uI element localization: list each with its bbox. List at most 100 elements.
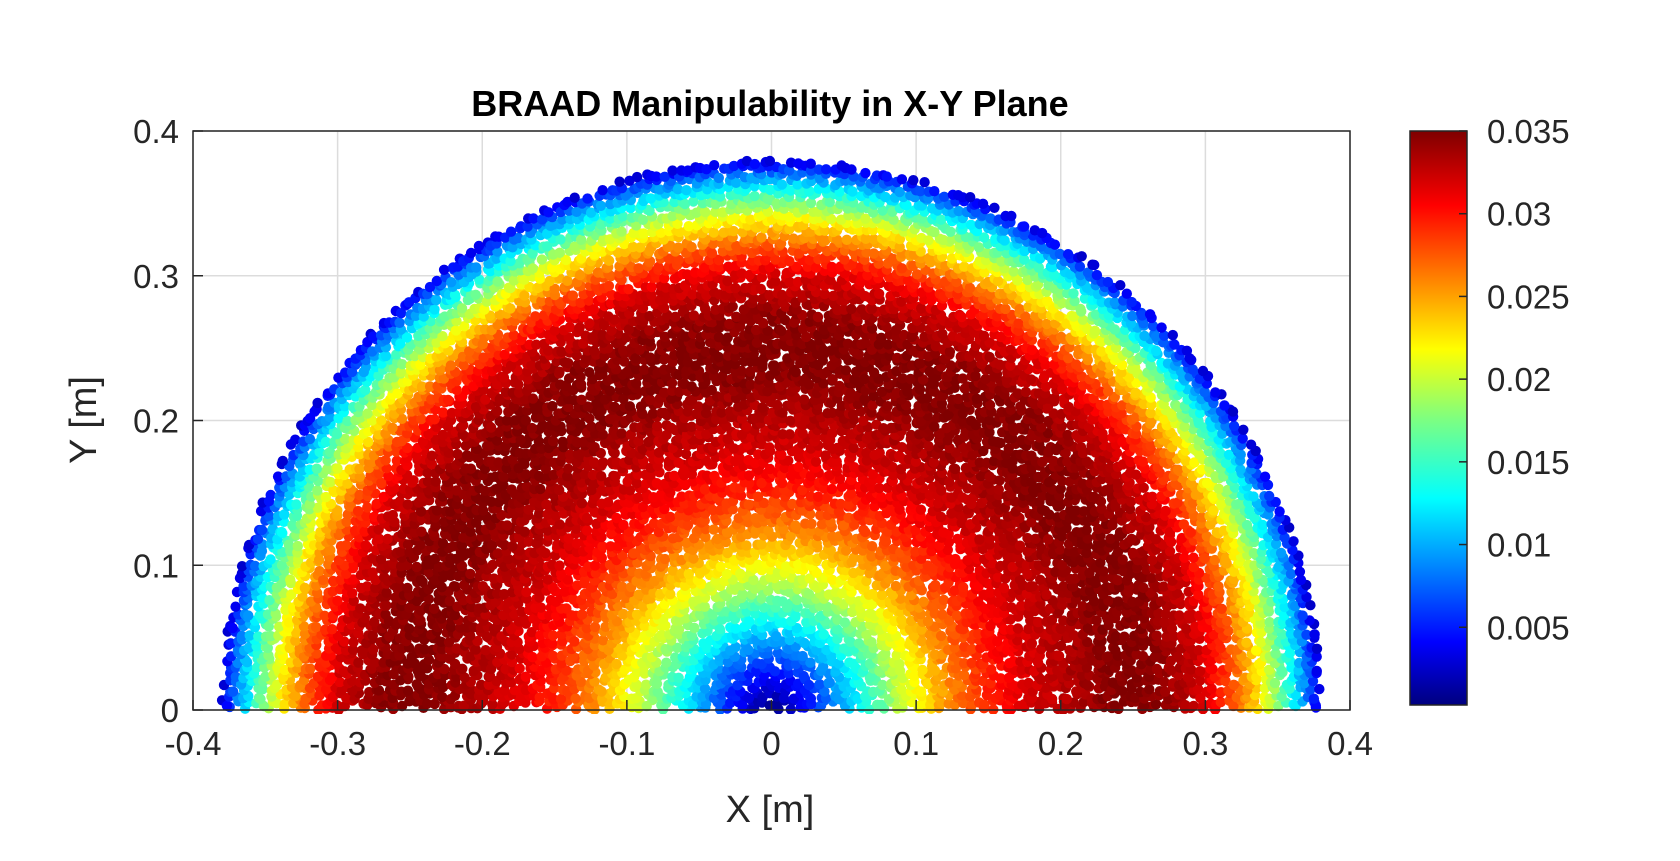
data-point [1228,700,1239,712]
data-point [411,561,422,573]
data-point [1151,663,1163,675]
data-point [661,657,672,668]
manipulability-scatter [216,155,1325,714]
data-point [803,589,815,600]
data-point [826,483,838,495]
data-point [465,568,476,580]
data-point [817,661,829,672]
data-point [589,621,601,633]
data-point [714,624,726,635]
data-point [1160,505,1171,517]
data-point [458,700,470,711]
data-point [450,581,461,592]
data-point [1269,677,1281,689]
data-point [887,666,898,677]
data-point [257,684,268,695]
data-point [346,675,358,687]
data-point [404,623,415,634]
data-point [715,561,726,572]
data-point [759,670,770,681]
data-point [805,693,817,704]
data-point [853,638,865,649]
data-point [1126,533,1137,545]
data-point [310,621,322,633]
data-point [1241,637,1252,648]
data-point [915,504,927,515]
data-point [950,553,961,565]
data-point [1293,665,1304,676]
data-point [957,582,969,593]
data-point [756,539,767,550]
data-point [1078,696,1090,708]
data-point [1188,700,1199,712]
data-point [230,601,241,612]
data-point [798,670,809,682]
data-point [611,658,622,670]
data-point [415,506,427,517]
data-point [382,533,393,545]
data-point [437,691,448,703]
data-point [569,636,580,647]
data-point [1026,638,1038,649]
data-point [260,671,271,682]
data-point [1194,666,1206,677]
data-point [1257,519,1268,531]
data-point [1263,664,1275,675]
data-point [243,610,254,621]
data-point [611,512,622,524]
data-point [935,630,947,642]
data-point [876,492,887,503]
data-point [1309,629,1320,640]
data-point [1112,575,1123,586]
data-point [290,690,301,702]
data-point [771,631,782,642]
data-point [1174,610,1185,621]
data-point [520,671,531,682]
data-point [877,679,888,691]
data-point [1016,664,1027,676]
data-point [221,700,233,711]
data-point [279,664,290,676]
data-point [570,693,581,704]
data-point [1109,700,1120,711]
data-point [429,698,440,710]
data-point [276,526,287,538]
data-point [369,657,380,668]
data-point [444,595,455,607]
data-point [387,509,398,521]
data-point [665,589,676,600]
data-point [1138,482,1149,493]
data-point [1213,581,1224,592]
data-point [1110,645,1121,656]
data-point [699,683,711,694]
data-point [1276,665,1287,676]
data-point [915,686,927,697]
data-point [1215,696,1227,708]
data-point [1076,670,1088,681]
data-point [589,676,600,687]
data-point [918,596,929,607]
data-point [339,700,350,712]
data-point [938,594,949,606]
data-point [1150,699,1162,710]
data-point [616,581,628,592]
data-point [1185,527,1197,538]
data-point [415,574,427,585]
chart-title: BRAAD Manipulability in X-Y Plane [471,83,1068,124]
data-point [1046,693,1058,705]
data-point [860,526,871,538]
data-point [480,645,491,656]
data-point [1195,692,1206,704]
data-point [1182,672,1194,683]
data-point [279,699,290,710]
data-point [576,498,588,509]
data-point [312,485,323,496]
data-point [1206,683,1217,694]
data-point [421,698,433,709]
data-point [265,489,276,501]
data-point [1299,678,1310,689]
data-point [1311,643,1323,654]
data-point [652,686,663,698]
data-point [1147,491,1158,502]
data-point [373,685,385,696]
